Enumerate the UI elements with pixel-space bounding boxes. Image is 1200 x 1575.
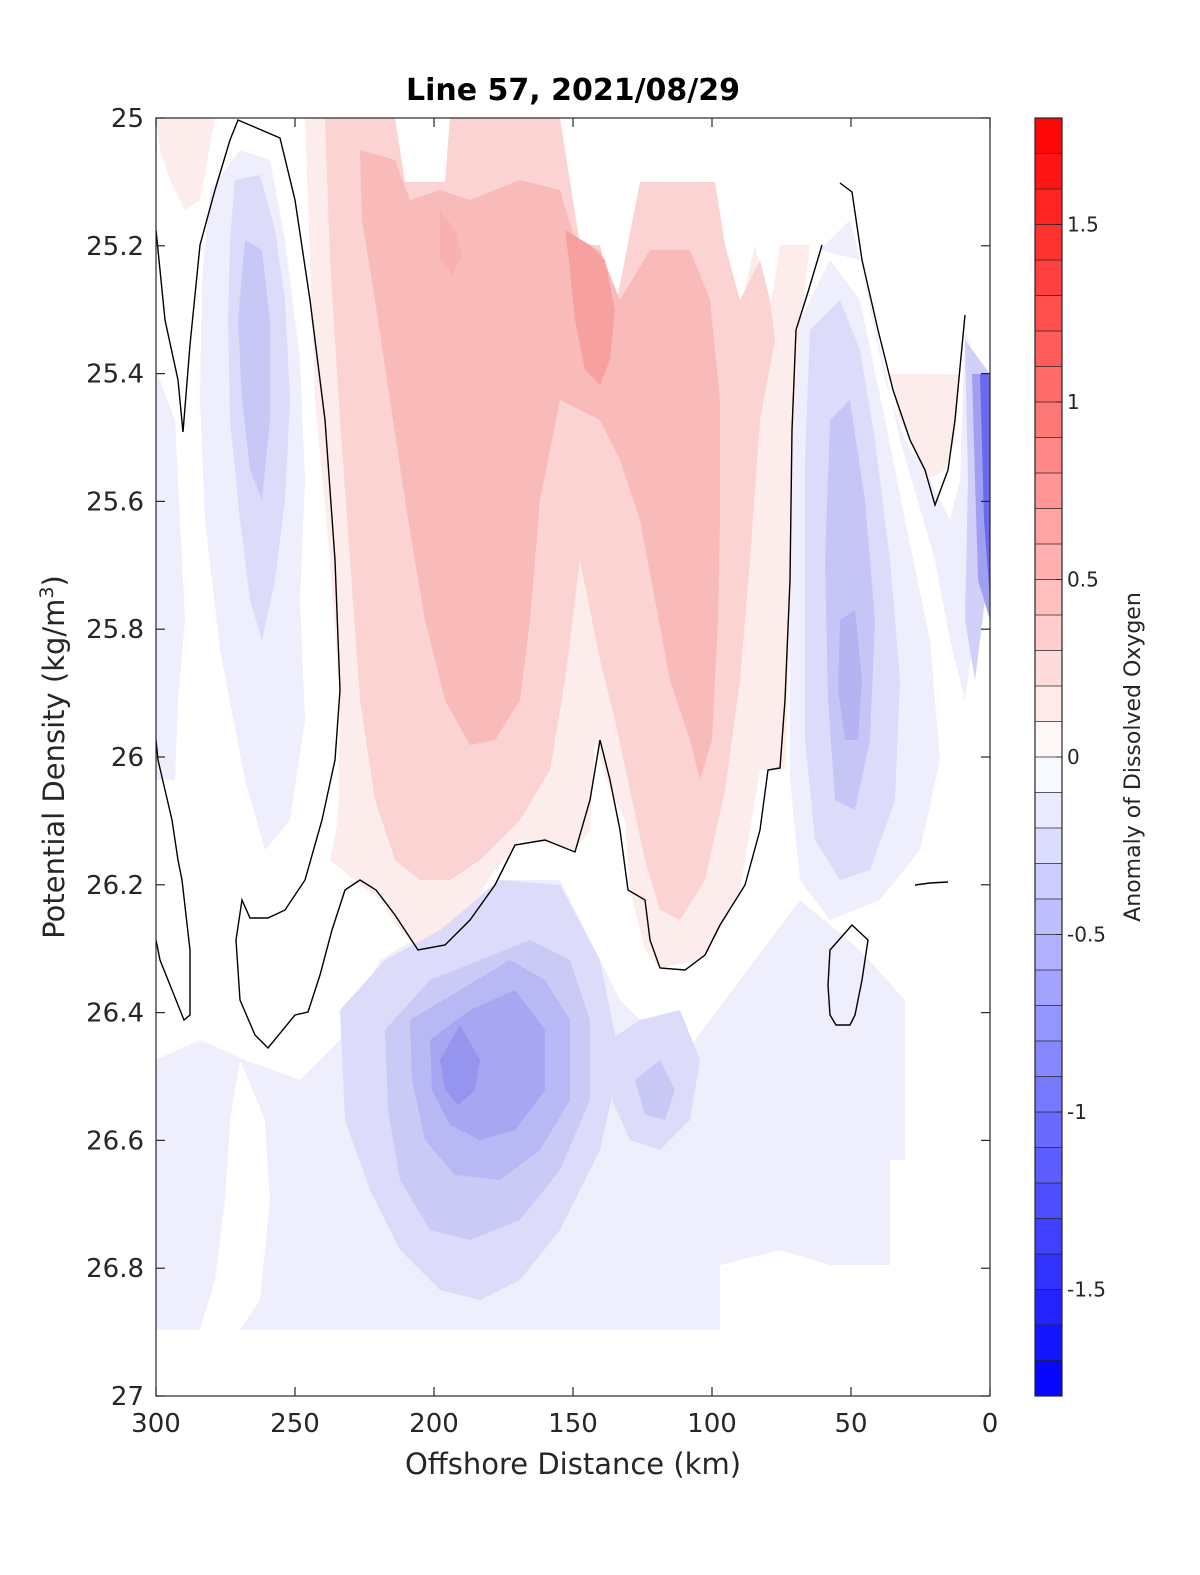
colorbar-tick-label: -1.5 [1067, 1278, 1106, 1302]
y-tick-label: 27 [111, 1382, 144, 1412]
colorbar-segment [1035, 757, 1062, 793]
colorbar-segment [1035, 118, 1062, 154]
y-axis-label-end: ) [37, 575, 71, 586]
y-tick-label: 25.2 [86, 232, 144, 262]
colorbar-segment [1035, 153, 1062, 189]
colorbar-segment [1035, 792, 1062, 828]
anomaly-region-positive-core [360, 150, 720, 780]
colorbar-segment [1035, 1325, 1062, 1361]
x-tick-label: 200 [409, 1409, 459, 1439]
plot-area [156, 118, 990, 1396]
colorbar [1035, 118, 1062, 1396]
anomaly-region-mid-negative-core [635, 1060, 675, 1120]
colorbar-segment [1035, 1218, 1062, 1254]
y-axis-label: Potential Density (kg/m3) [36, 575, 71, 939]
x-tick-label: 100 [687, 1409, 737, 1439]
colorbar-segment [1035, 579, 1062, 615]
colorbar-tick-label: -0.5 [1067, 923, 1106, 947]
zero-contour-left-outer [156, 739, 191, 1022]
zero-contour-closed [827, 923, 869, 1026]
x-axis-label: Offshore Distance (km) [405, 1447, 741, 1481]
y-tick-label: 26.4 [86, 999, 144, 1029]
colorbar-segment [1035, 650, 1062, 686]
zero-contour-nearshore [839, 182, 966, 508]
x-tick-label: 300 [131, 1409, 181, 1439]
anomaly-region-deep-negative-5 [440, 1025, 480, 1105]
colorbar-segment [1035, 1289, 1062, 1325]
y-tick-label: 25 [111, 104, 144, 134]
colorbar-segment [1035, 1076, 1062, 1112]
anomaly-region-bottom-gap-1 [720, 1250, 830, 1330]
anomaly-region-shelf-negative-peak [825, 400, 875, 810]
anomaly-region-left-negative [156, 370, 185, 780]
anomaly-region-left-negative-peak [238, 240, 270, 500]
zero-contour-small [914, 881, 949, 886]
anomaly-region-positive-topleft [156, 118, 215, 210]
y-axis-label-main: Potential Density (kg/m [37, 599, 71, 939]
chart-title: Line 57, 2021/08/29 [406, 73, 740, 108]
colorbar-segment [1035, 331, 1062, 367]
colorbar-segment [1035, 260, 1062, 296]
colorbar-segment [1035, 189, 1062, 225]
zero-contour-left-upper [156, 119, 823, 1050]
colorbar-segment [1035, 473, 1062, 509]
anomaly-region-coastal-negative-3 [980, 374, 990, 600]
colorbar-segment [1035, 686, 1062, 722]
colorbar-segment [1035, 544, 1062, 580]
y-tick-label: 25.8 [86, 615, 144, 645]
colorbar-segment [1035, 721, 1062, 757]
colorbar-segment [1035, 1147, 1062, 1183]
colorbar-segment [1035, 615, 1062, 651]
x-tick-label: 250 [270, 1409, 320, 1439]
zero-contours [156, 119, 966, 1050]
anomaly-region-positive-nearshore [890, 374, 960, 480]
anomaly-region-shelf-negative-center [838, 610, 862, 740]
colorbar-tick-label: 1.5 [1067, 213, 1099, 237]
colorbar-tick-label: -1 [1067, 1100, 1087, 1124]
colorbar-segment [1035, 1360, 1062, 1396]
colorbar-segment [1035, 1254, 1062, 1290]
y-tick-label: 26 [111, 743, 144, 773]
x-tick-label: 0 [982, 1409, 999, 1439]
colorbar-segment [1035, 508, 1062, 544]
colorbar-segment [1035, 295, 1062, 331]
colorbar-segment [1035, 1005, 1062, 1041]
y-tick-label: 26.2 [86, 871, 144, 901]
colorbar-segment [1035, 828, 1062, 864]
colorbar-ticks: 1.5 1 0.5 0 -0.5 -1 -1.5 [1056, 213, 1106, 1302]
colorbar-tick-label: 0.5 [1067, 568, 1099, 592]
y-axis-label-superscript: 3 [36, 586, 58, 598]
y-tick-label: 26.8 [86, 1254, 144, 1284]
colorbar-segment [1035, 863, 1062, 899]
colorbar-segment [1035, 366, 1062, 402]
colorbar-segment [1035, 1183, 1062, 1219]
y-tick-label: 26.6 [86, 1126, 144, 1156]
anomaly-region-bottom-gap-2 [200, 1060, 270, 1330]
colorbar-segment [1035, 970, 1062, 1006]
colorbar-segment [1035, 934, 1062, 970]
colorbar-label: Anomaly of Dissolved Oxygen [1121, 592, 1146, 922]
colorbar-segment [1035, 1112, 1062, 1148]
x-tick-label: 150 [548, 1409, 598, 1439]
y-tick-label: 25.4 [86, 360, 144, 390]
colorbar-tick-label: 1 [1067, 390, 1080, 414]
colorbar-tick-label: 0 [1067, 745, 1080, 769]
colorbar-segment [1035, 224, 1062, 260]
y-tick-label: 25.6 [86, 487, 144, 517]
x-tick-label: 50 [834, 1409, 867, 1439]
colorbar-segment [1035, 1041, 1062, 1077]
anomaly-region-nearshore-negative [820, 220, 988, 700]
anomaly-region-positive-peak-2 [440, 210, 462, 275]
anomaly-region-positive-peak [565, 230, 615, 385]
colorbar-segment [1035, 899, 1062, 935]
axis-ticks: 300 250 200 150 100 50 0 25 25.2 25.4 25.6 25.8 26 26… [86, 104, 998, 1439]
colorbar-segment [1035, 402, 1062, 438]
colorbar-segment [1035, 437, 1062, 473]
